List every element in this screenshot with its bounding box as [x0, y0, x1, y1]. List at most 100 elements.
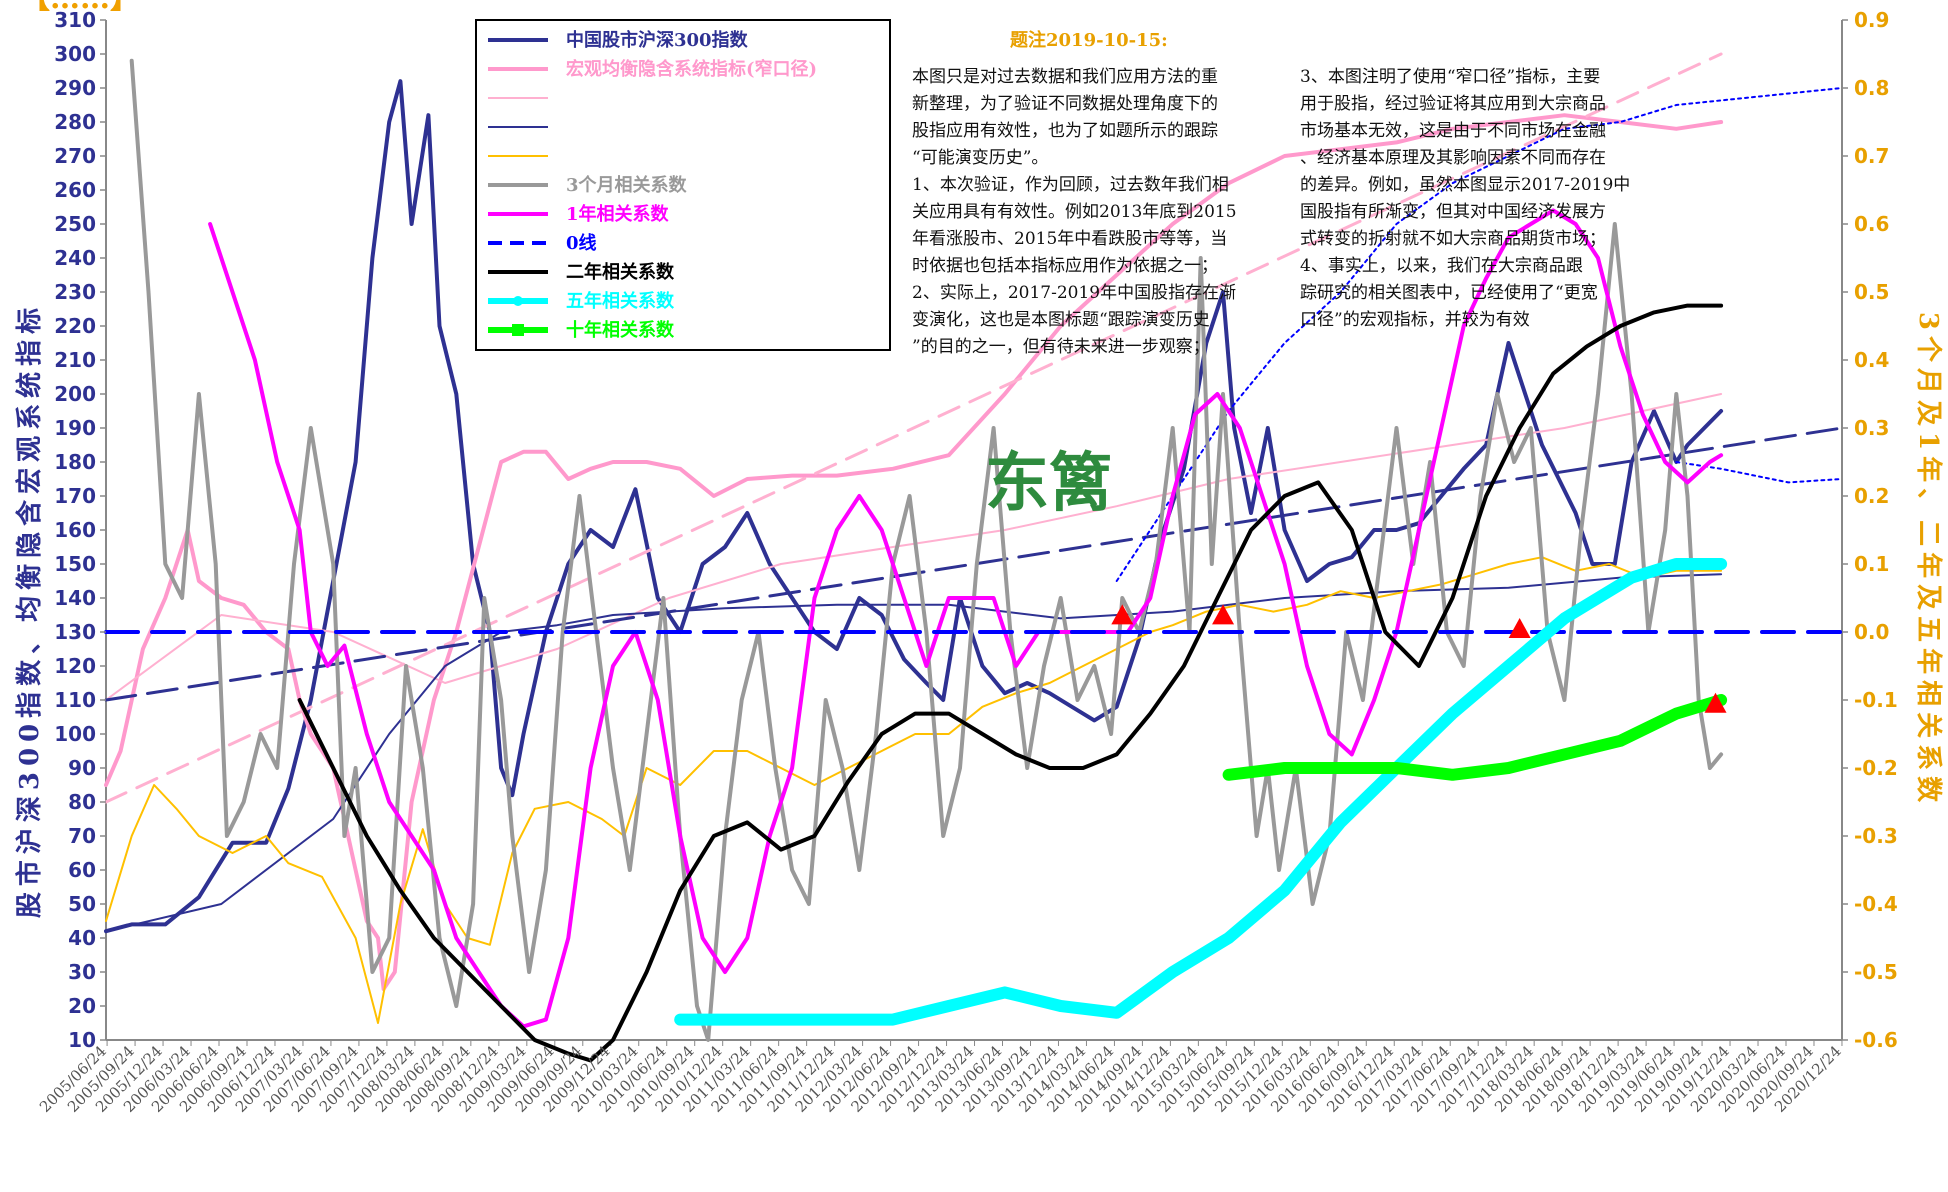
note-line-col2: 式转变的折射就不如大宗商品期货市场；	[1300, 229, 1606, 249]
right-tick-label: 0.6	[1854, 212, 1889, 236]
left-tick-label: 280	[54, 110, 96, 134]
right-tick-label: 0.7	[1854, 144, 1889, 168]
note-line-col1: 关应用具有有效性。例如2013年底到2015	[912, 202, 1237, 222]
legend-label-corr10y: 十年相关系数	[566, 319, 675, 341]
left-tick-label: 290	[54, 76, 96, 100]
left-tick-label: 190	[54, 416, 96, 440]
series-line-corr1y-10	[208, 208, 1724, 1029]
red-triangle-marker	[1212, 604, 1235, 625]
right-tick-label: -0.3	[1854, 824, 1898, 848]
right-tick-label: 0.0	[1854, 620, 1889, 644]
right-tick-label: 0.1	[1854, 552, 1889, 576]
left-tick-label: 270	[54, 144, 96, 168]
left-tick-label: 130	[54, 620, 96, 644]
right-tick-label: -0.2	[1854, 756, 1898, 780]
series-line-corr5y-13	[674, 558, 1728, 1026]
left-tick-label: 310	[54, 8, 96, 32]
series-line-csi300-4	[104, 426, 1844, 702]
left-tick-label: 140	[54, 586, 96, 610]
note-heading: 题注2019-10-15:	[1010, 29, 1168, 51]
note-line-col1: 股指应用有效性，也为了如题所示的跟踪	[912, 121, 1218, 141]
left-axis-title: 股市沪深300指数、均衡隐含宏观系统指标	[14, 302, 45, 918]
right-tick-label: -0.4	[1854, 892, 1898, 916]
left-tick-label: 70	[68, 824, 96, 848]
chart-title: 【……】	[20, 0, 140, 16]
right-tick-label: 0.8	[1854, 76, 1889, 100]
left-tick-label: 260	[54, 178, 96, 202]
series-line-macro-1	[104, 113, 1724, 991]
left-tick-label: 110	[54, 688, 96, 712]
x-axis-ticks: 2005/06/242005/09/242005/12/242006/03/24…	[36, 1042, 1845, 1116]
note-line-col2: 踪研究的相关图表中，已经使用了“更宽	[1300, 282, 1598, 303]
series-line-trend_pink-3	[105, 393, 1723, 701]
left-tick-label: 160	[54, 518, 96, 542]
left-tick-label: 180	[54, 450, 96, 474]
left-tick-label: 100	[54, 722, 96, 746]
red-triangle-marker	[1704, 692, 1727, 713]
left-tick-label: 210	[54, 348, 96, 372]
right-tick-label: 0.9	[1854, 8, 1889, 32]
note-line-col2: 的差异。例如，虽然本图显示2017-2019中	[1300, 175, 1630, 195]
legend-label-corr5y: 五年相关系数	[566, 290, 675, 312]
left-tick-label: 300	[54, 42, 96, 66]
note-line-col2: 3、本图注明了使用“窄口径”指标，主要	[1300, 66, 1600, 87]
right-tick-label: 0.3	[1854, 416, 1889, 440]
left-tick-label: 40	[68, 926, 96, 950]
note-line-col1: 新整理，为了验证不同数据处理角度下的	[912, 94, 1218, 114]
left-tick-label: 50	[68, 892, 96, 916]
series-line-zero-8	[1675, 461, 1843, 484]
note-line-col2: 市场基本无效，这是由于不同市场在金融	[1300, 121, 1606, 141]
watermark: 东篱	[985, 446, 1113, 521]
legend-label-macro: 宏观均衡隐含系统指标(窄口径)	[566, 58, 817, 80]
right-tick-label: -0.1	[1854, 688, 1898, 712]
series-line-corr3m-9	[129, 58, 1724, 1042]
legend-label-corr2y: 二年相关系数	[566, 261, 675, 283]
series-line-yellow-6	[105, 556, 1723, 1024]
legend-label-csi300: 中国股市沪深300指数	[566, 29, 749, 51]
left-tick-label: 60	[68, 858, 96, 882]
legend-label-corr3m: 3个月相关系数	[566, 174, 688, 196]
series-line-zero-7	[1115, 87, 1843, 582]
legend-label-zero: 0线	[566, 232, 597, 254]
note-line-col2: 口径”的宏观指标，并较为有效	[1300, 310, 1530, 330]
annotation-note: 题注2019-10-15: 本图只是对过去数据和我们应用方法的重新整理，为了验证…	[912, 29, 1630, 357]
note-line-col2: 、经济基本原理及其影响因素不同而存在	[1300, 148, 1606, 168]
left-tick-label: 150	[54, 552, 96, 576]
left-tick-label: 170	[54, 484, 96, 508]
note-line-col1: 本图只是对过去数据和我们应用方法的重	[912, 67, 1218, 87]
red-triangle-marker	[1111, 604, 1134, 625]
left-tick-label: 120	[54, 654, 96, 678]
right-tick-label: -0.5	[1854, 960, 1898, 984]
series-line-corr2y-12	[297, 303, 1724, 1063]
note-line-col1: 变演化，这也是本图标题“跟踪演变历史	[912, 310, 1210, 330]
series-line-csi300-0	[104, 79, 1724, 934]
left-tick-label: 240	[54, 246, 96, 270]
left-tick-label: 10	[68, 1028, 96, 1052]
right-axis-ticks: 0.9 0.8 0.7 0.6 0.5 0.4 0.3 0.2 0.1 0.0 -0.1 -0.2 -0…	[1842, 8, 1898, 1052]
note-line-col1: 年看涨股市、2015年中看跌股市等等，当	[912, 229, 1227, 249]
left-tick-label: 220	[54, 314, 96, 338]
red-triangle-marker	[1508, 618, 1531, 638]
right-tick-label: 0.2	[1854, 484, 1889, 508]
right-axis-title: 3个月及1年、二年及五年相关系数	[1913, 312, 1944, 808]
left-axis-ticks: 10 20 30 40 50 60 70 80 90 100 110 120 130 140 150 160 1…	[54, 8, 106, 1052]
legend-swatch-dot	[513, 296, 523, 306]
right-tick-label: -0.6	[1854, 1028, 1898, 1052]
left-tick-label: 20	[68, 994, 96, 1018]
left-tick-label: 200	[54, 382, 96, 406]
left-tick-label: 30	[68, 960, 96, 984]
markers-layer	[1111, 604, 1727, 713]
note-line-col1: 时依据也包括本指标应用作为依据之一；	[912, 256, 1218, 276]
note-line-col1: “可能演变历史”。	[912, 148, 1048, 168]
legend-label-corr1y: 1年相关系数	[566, 203, 670, 225]
series-line-trend_pink-2	[104, 52, 1723, 804]
series-line-corr10y-14	[1222, 694, 1728, 781]
note-line-col1: 1、本次验证，作为回顾，过去数年我们相	[912, 175, 1229, 195]
left-tick-label: 80	[68, 790, 96, 814]
legend-swatch-square	[512, 324, 524, 336]
note-line-col2: 用于股指，经过验证将其应用到大宗商品	[1300, 94, 1606, 114]
left-tick-label: 90	[68, 756, 96, 780]
note-line-col2: 4、事实上，以来，我们在大宗商品跟	[1300, 256, 1583, 276]
